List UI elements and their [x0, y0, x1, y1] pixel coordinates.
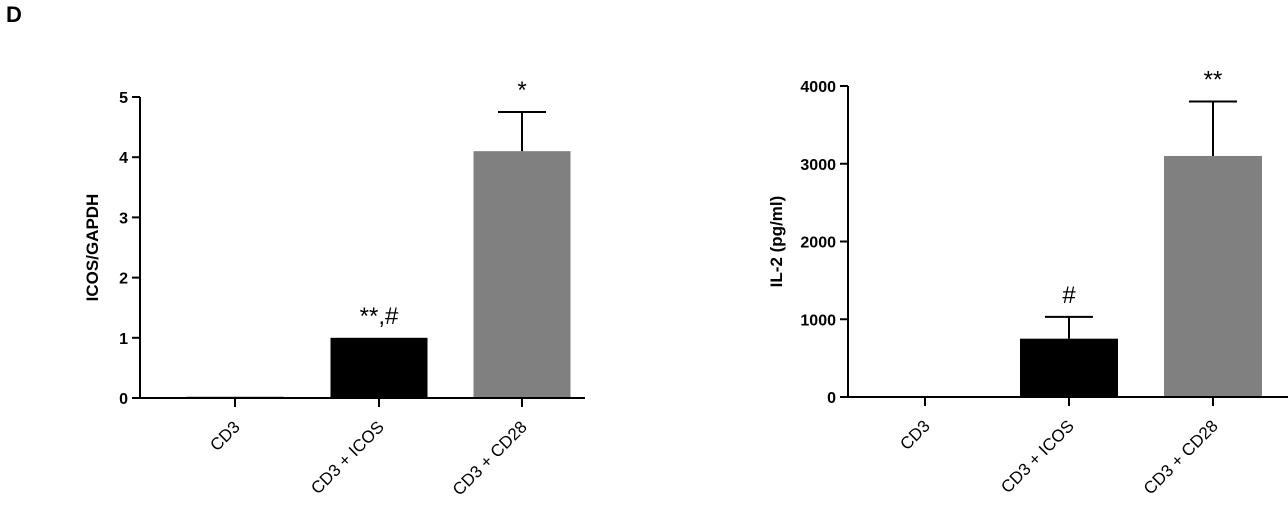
chart2-y-tick-label-0: 0 [827, 390, 836, 407]
chart1-significance-3: * [517, 77, 526, 104]
chart2-significance-2: # [1062, 282, 1076, 309]
chart1-category-label-3: CD3 + CD28 [449, 417, 531, 499]
chart1-y-tick-label-0: 0 [119, 391, 128, 408]
chart1-bar-2 [330, 337, 428, 398]
chart1-y-axis-title: ICOS/GAPDH [83, 194, 102, 302]
chart2-bar-3 [1164, 155, 1262, 397]
chart2-y-tick-label-4: 4000 [800, 79, 836, 96]
chart1-y-tick-label-3: 3 [119, 210, 128, 227]
chart2-significance-3: ** [1204, 67, 1223, 94]
chart2-y-tick-label-1: 1000 [800, 312, 836, 329]
chart2-category-label-2: CD3 + ICOS [997, 416, 1078, 497]
chart2-y-tick-label-3: 3000 [800, 157, 836, 174]
chart1-category-label-1: CD3 [206, 417, 243, 454]
chart1-bar-3 [473, 151, 571, 398]
chart1-y-tick-label-5: 5 [119, 90, 128, 107]
chart2-category-label-3: CD3 + CD28 [1140, 416, 1222, 498]
chart1-category-label-2: CD3 + ICOS [307, 417, 388, 498]
chart2-category-label-1: CD3 [896, 416, 933, 453]
chart1-y-tick-label-4: 4 [119, 150, 128, 167]
chart2-y-axis-title: IL-2 (pg/ml) [767, 196, 786, 288]
chart1-y-tick-label-2: 2 [119, 271, 128, 288]
chart2-bar-2 [1020, 338, 1118, 397]
chart1-significance-2: **,# [360, 303, 399, 330]
chart1-y-tick-label-1: 1 [119, 331, 128, 348]
panel-label: D [6, 2, 22, 27]
chart2-y-tick-label-2: 2000 [800, 235, 836, 252]
